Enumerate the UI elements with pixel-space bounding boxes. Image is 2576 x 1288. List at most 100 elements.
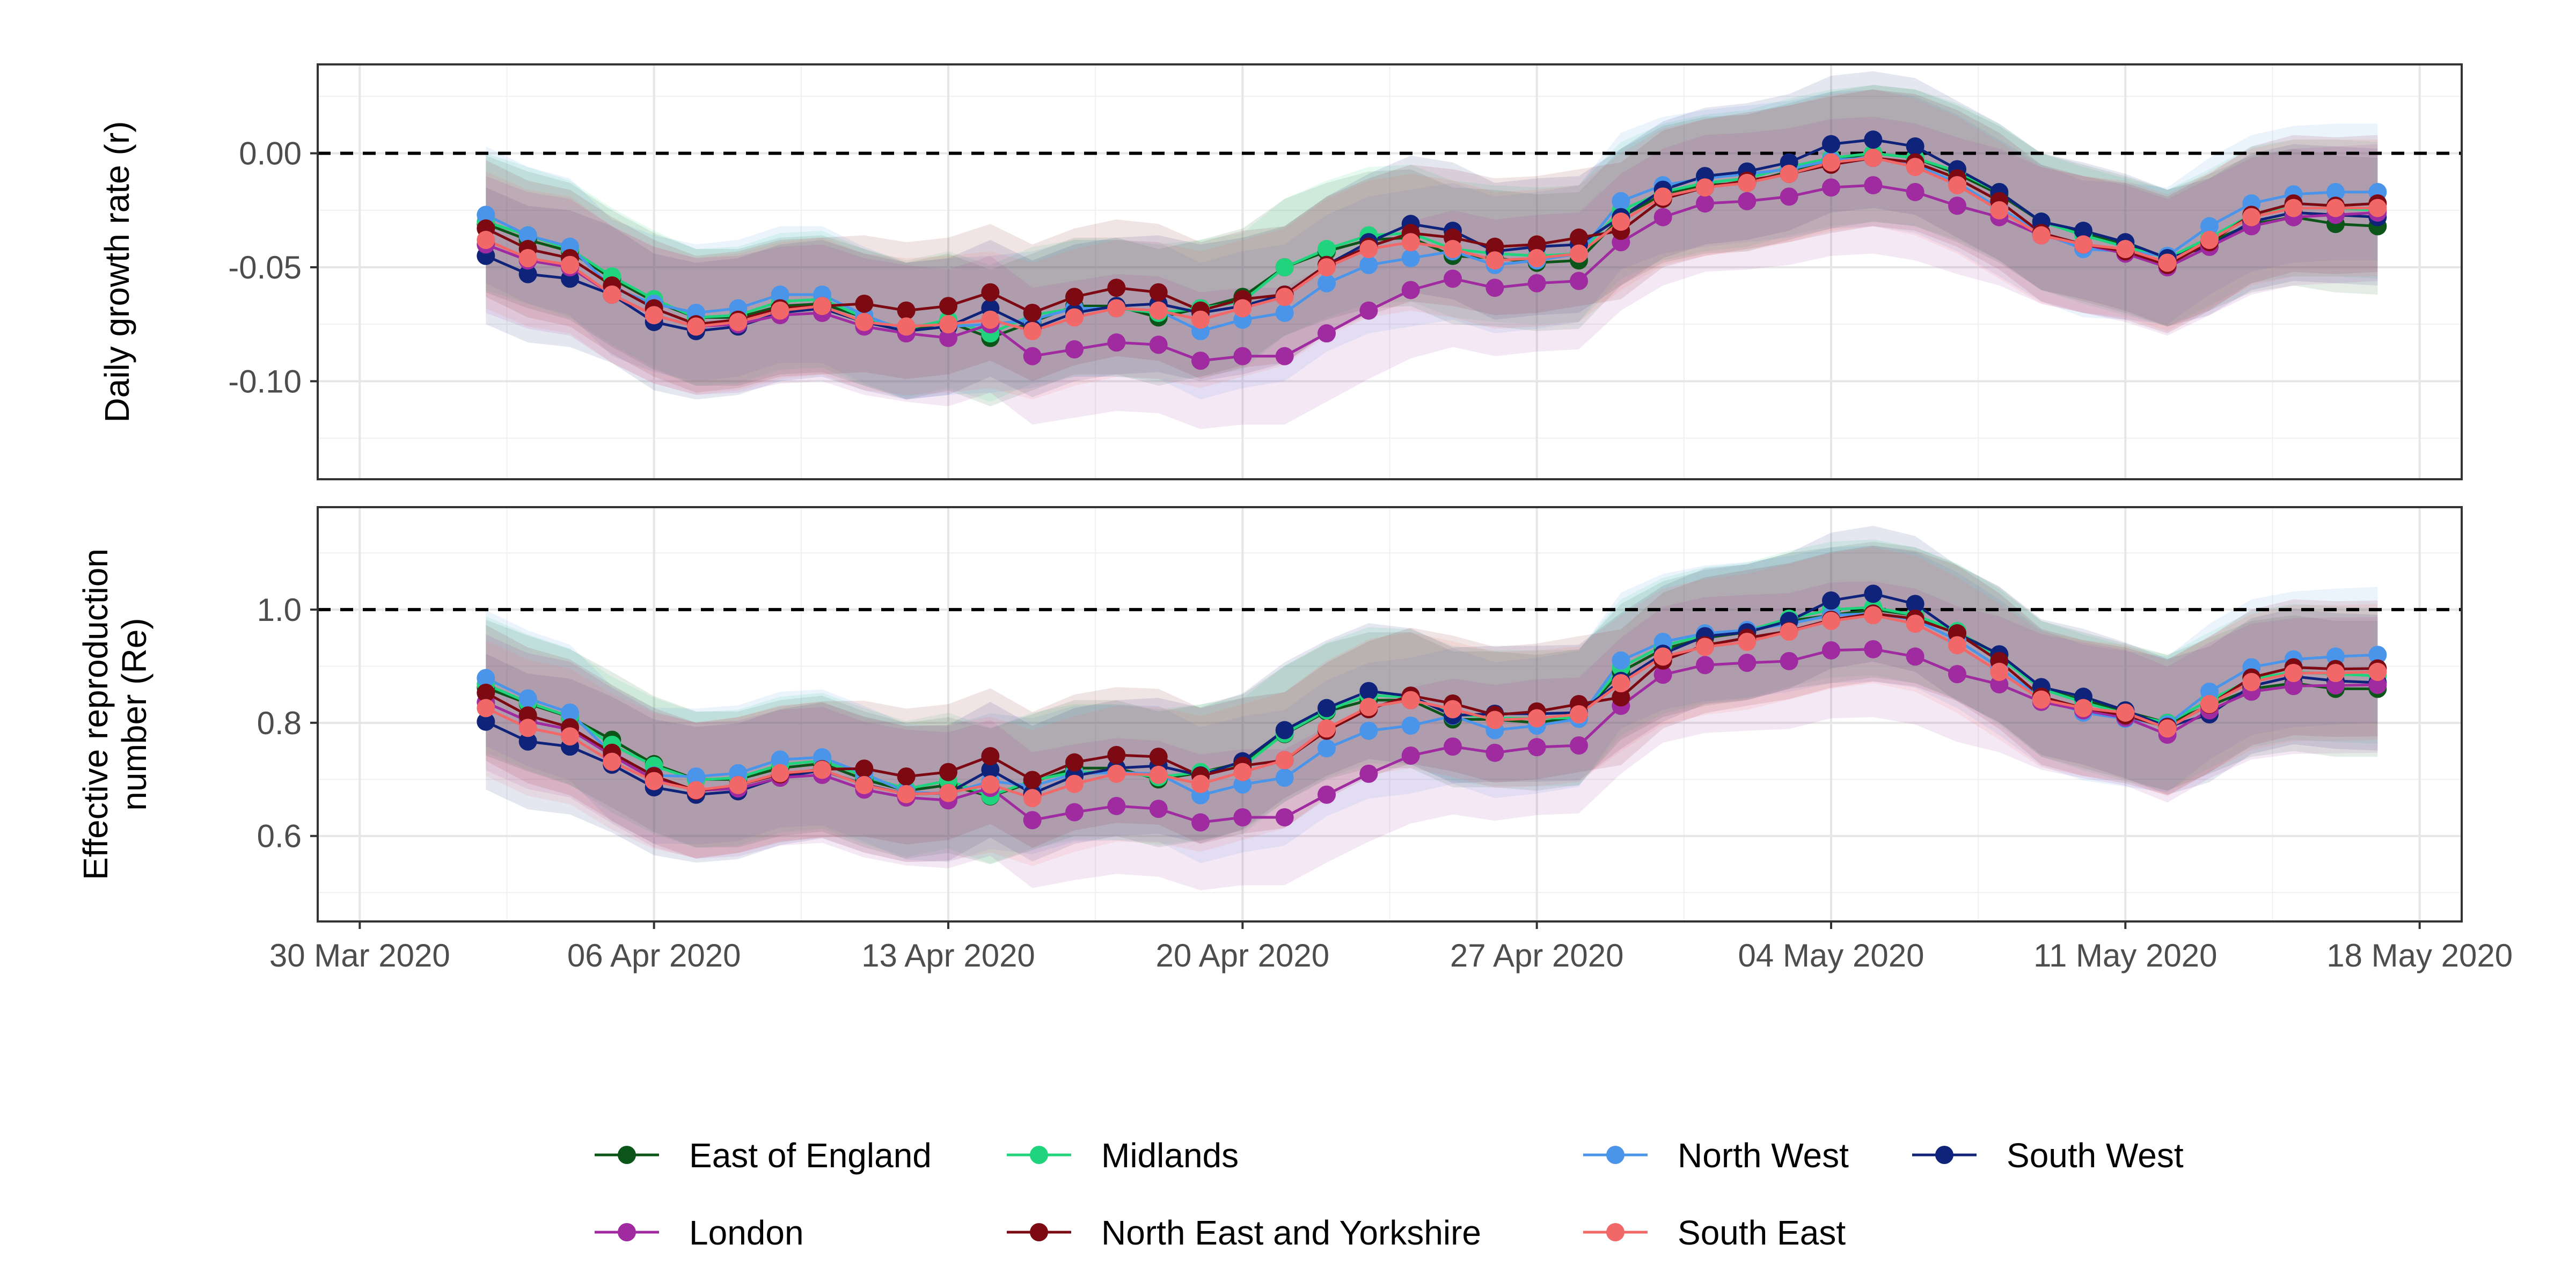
growth-rate-point-london: [1107, 333, 1126, 352]
growth-rate-point-south-east: [2074, 235, 2092, 254]
reproduction-number-point-south-east: [1527, 709, 1546, 728]
reproduction-number-point-south-east: [2200, 695, 2219, 714]
reproduction-number-point-london: [1948, 665, 1966, 684]
reproduction-number-point-south-west: [518, 732, 537, 751]
growth-rate-point-south-east: [1065, 308, 1084, 327]
growth-rate-point-south-east: [687, 317, 705, 336]
reproduction-number-panel-border: [317, 506, 2463, 923]
growth-rate-point-south-east: [1318, 258, 1336, 277]
reproduction-number-point-london: [1780, 652, 1798, 670]
reproduction-number-point-south-east: [1990, 662, 2009, 681]
reproduction-number-point-south-east: [1359, 698, 1378, 716]
reproduction-number-point-london: [1191, 813, 1210, 832]
growth-rate-point-south-west: [518, 265, 537, 283]
growth-rate-point-north-east-and-yorkshire: [1570, 228, 1588, 247]
growth-rate-point-midlands: [1275, 258, 1294, 277]
reproduction-number-point-south-west: [981, 760, 1000, 779]
reproduction-number-point-south-east: [603, 752, 621, 771]
growth-rate-y-tick-label: 0.00: [239, 136, 302, 172]
growth-rate-point-north-east-and-yorkshire: [855, 294, 874, 313]
reproduction-number-point-south-east: [1401, 691, 1420, 709]
reproduction-number-points-south-east: [477, 606, 2387, 808]
reproduction-number-point-london: [1570, 736, 1588, 755]
growth-rate-point-south-east: [1107, 299, 1126, 318]
legend-label: East of England: [689, 1136, 932, 1175]
growth-rate-series-points: [477, 130, 2387, 370]
reproduction-number-point-north-east-and-yorkshire: [1149, 748, 1168, 766]
growth-rate-point-north-east-and-yorkshire: [1485, 237, 1504, 256]
reproduction-number-point-london: [1822, 641, 1840, 660]
growth-rate-line-south-west: [485, 138, 2378, 333]
reproduction-number-point-south-east: [2158, 719, 2177, 738]
growth-rate-point-south-west: [1864, 130, 1883, 149]
growth-rate-point-london: [1023, 347, 1042, 365]
legend-item-east-of-england: East of England: [595, 1136, 932, 1175]
growth-rate-point-south-east: [2158, 253, 2177, 272]
legend-label: North East and Yorkshire: [1101, 1213, 1481, 1252]
growth-rate-point-london: [1401, 281, 1420, 299]
reproduction-number-y-tick-label: 1.0: [257, 592, 302, 628]
growth-rate-y-tick-label: -0.10: [228, 363, 302, 399]
reproduction-number-panel: 1.0 0.8 0.6 Effective reproductionnumber (…: [76, 506, 2463, 923]
growth-rate-point-south-east: [729, 312, 748, 331]
growth-rate-point-south-west: [1906, 137, 1924, 156]
reproduction-number-point-london: [1485, 743, 1504, 762]
reproduction-number-point-south-east: [1738, 633, 1757, 652]
growth-rate-points-south-east: [477, 149, 2387, 340]
reproduction-number-point-north-west: [687, 767, 705, 786]
growth-rate-point-south-east: [1653, 187, 1672, 206]
growth-rate-point-south-east: [1275, 288, 1294, 306]
reproduction-number-point-north-west: [561, 703, 579, 722]
growth-rate-point-north-west: [1359, 255, 1378, 274]
growth-rate-point-north-west: [1275, 303, 1294, 322]
legend-item-midlands: Midlands: [1007, 1136, 1239, 1175]
legend-item-north-west: North West: [1583, 1136, 1849, 1175]
legend-label: North West: [1678, 1136, 1849, 1175]
growth-rate-point-south-east: [1233, 299, 1252, 318]
reproduction-number-point-london: [1696, 656, 1714, 675]
reproduction-number-point-south-east: [813, 760, 831, 779]
growth-rate-point-south-east: [1149, 301, 1168, 320]
growth-rate-point-south-west: [1822, 135, 1840, 153]
legend-item-north-east-and-yorkshire: North East and Yorkshire: [1007, 1213, 1481, 1252]
legend-label: South West: [2007, 1136, 2184, 1175]
growth-rate-point-london: [1780, 187, 1798, 206]
growth-rate-point-london: [1864, 176, 1883, 195]
reproduction-number-point-south-east: [2284, 664, 2303, 683]
reproduction-number-point-north-west: [1401, 716, 1420, 735]
reproduction-number-point-north-west: [518, 689, 537, 708]
growth-rate-point-south-east: [855, 312, 874, 331]
growth-rate-point-london: [939, 328, 957, 347]
reproduction-number-point-south-east: [1149, 765, 1168, 784]
growth-rate-ci-band-london: [486, 116, 2378, 429]
growth-rate-point-south-east: [477, 231, 495, 250]
growth-rate-point-london: [1822, 178, 1840, 197]
reproduction-number-point-north-west: [1318, 739, 1336, 758]
growth-rate-point-north-east-and-yorkshire: [1107, 279, 1126, 297]
reproduction-number-point-south-east: [771, 764, 789, 782]
growth-rate-point-midlands: [1318, 240, 1336, 259]
x-tick-label: 18 May 2020: [2326, 938, 2513, 974]
reproduction-number-series-lines: [485, 592, 2378, 824]
growth-rate-point-south-east: [897, 317, 916, 336]
growth-rate-point-south-east: [1570, 244, 1588, 263]
growth-rate-point-south-east: [2368, 199, 2387, 217]
reproduction-number-point-london: [1864, 640, 1883, 658]
reproduction-number-point-south-west: [1275, 721, 1294, 740]
growth-rate-point-london: [1444, 269, 1462, 288]
reproduction-number-point-london: [1401, 746, 1420, 765]
reproduction-number-point-south-east: [2326, 664, 2345, 683]
reproduction-number-point-london: [1653, 665, 1672, 684]
reproduction-number-point-south-west: [1318, 699, 1336, 718]
growth-rate-point-south-east: [939, 315, 957, 334]
growth-rate-point-south-east: [1023, 321, 1042, 340]
legend-key-point: [618, 1146, 636, 1164]
growth-rate-y-ticks: 0.00 -0.05 -0.10: [228, 136, 318, 399]
reproduction-number-point-south-east: [1696, 638, 1714, 656]
growth-rate-point-south-east: [1612, 213, 1630, 231]
reproduction-number-point-south-east: [1485, 711, 1504, 729]
growth-rate-point-london: [1485, 279, 1504, 297]
reproduction-number-point-south-west: [1822, 591, 1840, 610]
x-tick-label: 11 May 2020: [2033, 938, 2217, 974]
growth-rate-point-london: [1318, 324, 1336, 343]
